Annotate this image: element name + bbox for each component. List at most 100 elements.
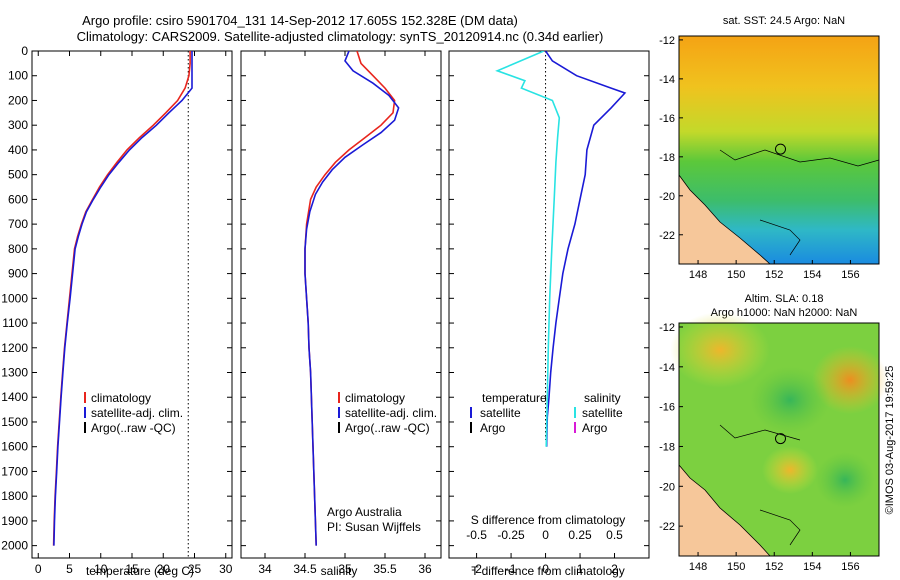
depth-tick-label: 1500 [1,415,28,429]
sla-map: Altim. SLA: 0.18 Argo h1000: NaN h2000: … [659,293,888,573]
temperature-legend: climatology satellite-adj. clim. Argo(..… [84,391,183,435]
sla-coastline [678,464,771,557]
lat-tick-label: -20 [659,191,675,203]
depth-tick-label: 1000 [1,291,28,305]
legend-swatch-argo [84,422,86,433]
temperature-panel: 0100200300400500600700800900100011001200… [1,44,232,578]
x-tick-label: 34 [258,562,272,576]
figure-title-line1: Argo profile: csiro 5901704_131 14-Sep-2… [82,13,518,28]
depth-tick-label: 1900 [1,514,28,528]
legend-swatch-temp-satellite [470,407,472,418]
temperature-x-axis: 0 5 10 15 20 25 30 [35,51,233,576]
lat-tick-label: -16 [659,402,675,414]
t-difference-label: T difference from climatology [471,564,625,578]
lat-tick-label: -20 [659,481,675,493]
x-tick-label: 2 [611,562,618,576]
depth-tick-label: 1100 [2,316,28,330]
sst-argo-marker [775,143,786,155]
s-tick-label: 0 [542,528,549,542]
sla-low-southeast [815,452,875,508]
x-tick-label: 35 [338,562,352,576]
legend-label-satellite: satellite-adj. clim. [91,406,183,420]
difference-x-axis: -2 -1 0 1 2 -0.5 -0.25 0 0.25 0.5 [466,528,623,576]
sst-shelf-contour [759,219,801,256]
s-tick-label: -0.5 [466,528,487,542]
depth-tick-label: 700 [8,217,28,231]
depth-tick-label: 200 [8,93,28,107]
legend-swatch-climatology [84,392,86,403]
legend-label-temp-argo: Argo [480,421,506,435]
lon-tick-label: 154 [803,269,821,281]
legend-heading-temperature: temperature [482,391,547,405]
depth-tick-label: 1400 [1,390,28,404]
lon-tick-label: 150 [727,269,745,281]
lon-tick-label: 150 [727,561,745,573]
legend-label-climatology: climatology [345,391,405,405]
legend-swatch-satellite [84,407,86,418]
x-tick-label: -2 [471,562,482,576]
legend-swatch-sal-argo [574,422,576,433]
sst-map-title: sat. SST: 24.5 Argo: NaN [723,15,845,27]
depth-tick-label: 1300 [1,366,28,380]
lat-tick-label: -14 [659,74,675,86]
sla-reef-contour [719,424,801,441]
legend-label-temp-satellite: satellite [480,406,521,420]
depth-tick-label: 300 [8,118,28,132]
legend-label-climatology: climatology [91,391,151,405]
lat-tick-label: -14 [659,362,675,374]
series-line [53,51,193,546]
difference-panel: -2 -1 0 1 2 -0.5 -0.25 0 0.25 0.5 S difference fr… [448,50,650,578]
sla-argo-marker [775,433,786,445]
lon-tick-label: 152 [765,561,783,573]
legend-label-argo: Argo(..raw -QC) [345,421,430,435]
depth-tick-label: 1800 [1,489,28,503]
lat-tick-label: -16 [659,113,675,125]
x-tick-label: 15 [125,562,139,576]
s-tick-label: 0.5 [606,528,623,542]
s-tick-label: 0.25 [568,528,592,542]
legend-label-sal-satellite: satellite [582,406,623,420]
sla-high-south [762,446,818,494]
x-tick-label: 10 [94,562,108,576]
sla-longitude-axis: 148 150 152 154 156 [689,552,860,573]
s-tick-label: -0.25 [497,528,525,542]
depth-tick-label: 400 [8,143,28,157]
series-line [544,51,627,447]
depth-axis: 0 100 200 300 400 500 600 700 800 900 1000 1100 1200… [1,44,232,553]
lon-tick-label: 154 [803,561,821,573]
x-tick-label: -1 [506,562,517,576]
salinity-panel: 34 34.5 35 35.5 36 salinity climatology sate… [240,50,442,578]
sst-land [679,175,770,264]
depth-tick-label: 1200 [1,341,28,355]
difference-lines [495,51,627,447]
legend-swatch-sal-satellite [574,407,576,418]
sla-low-center [750,366,830,434]
s-difference-label: S difference from climatology [471,513,626,527]
lon-tick-label: 148 [689,561,707,573]
sst-map-frame [678,35,880,265]
sla-high-east [812,346,888,414]
legend-heading-salinity: salinity [584,391,621,405]
figure-title-line2: Climatology: CARS2009. Satellite-adjuste… [77,29,604,44]
salinity-lines [304,51,400,546]
sla-map-title: Altim. SLA: 0.18 [745,293,824,305]
sst-longitude-axis: 148 150 152 154 156 [689,260,860,281]
salinity-legend: climatology satellite-adj. clim. Argo(..… [338,391,437,435]
sla-map-subtitle: Argo h1000: NaN h2000: NaN [711,307,858,319]
temperature-plot-frame [31,50,233,559]
lat-tick-label: -18 [659,441,675,453]
sla-shelf-contour [759,509,801,546]
x-tick-label: 5 [66,562,73,576]
salinity-x-axis: 34 34.5 35 35.5 36 [258,51,432,576]
depth-tick-label: 800 [8,242,28,256]
legend-swatch-satellite [338,407,340,418]
salinity-plot-frame [240,50,442,559]
x-tick-label: 25 [188,562,202,576]
depth-tick-label: 2000 [1,539,28,553]
lon-tick-label: 152 [765,269,783,281]
legend-label-argo: Argo(..raw -QC) [91,421,176,435]
legend-swatch-argo [338,422,340,433]
lat-tick-label: -22 [659,521,675,533]
depth-tick-label: 100 [8,69,28,83]
lat-tick-label: -18 [659,152,675,164]
